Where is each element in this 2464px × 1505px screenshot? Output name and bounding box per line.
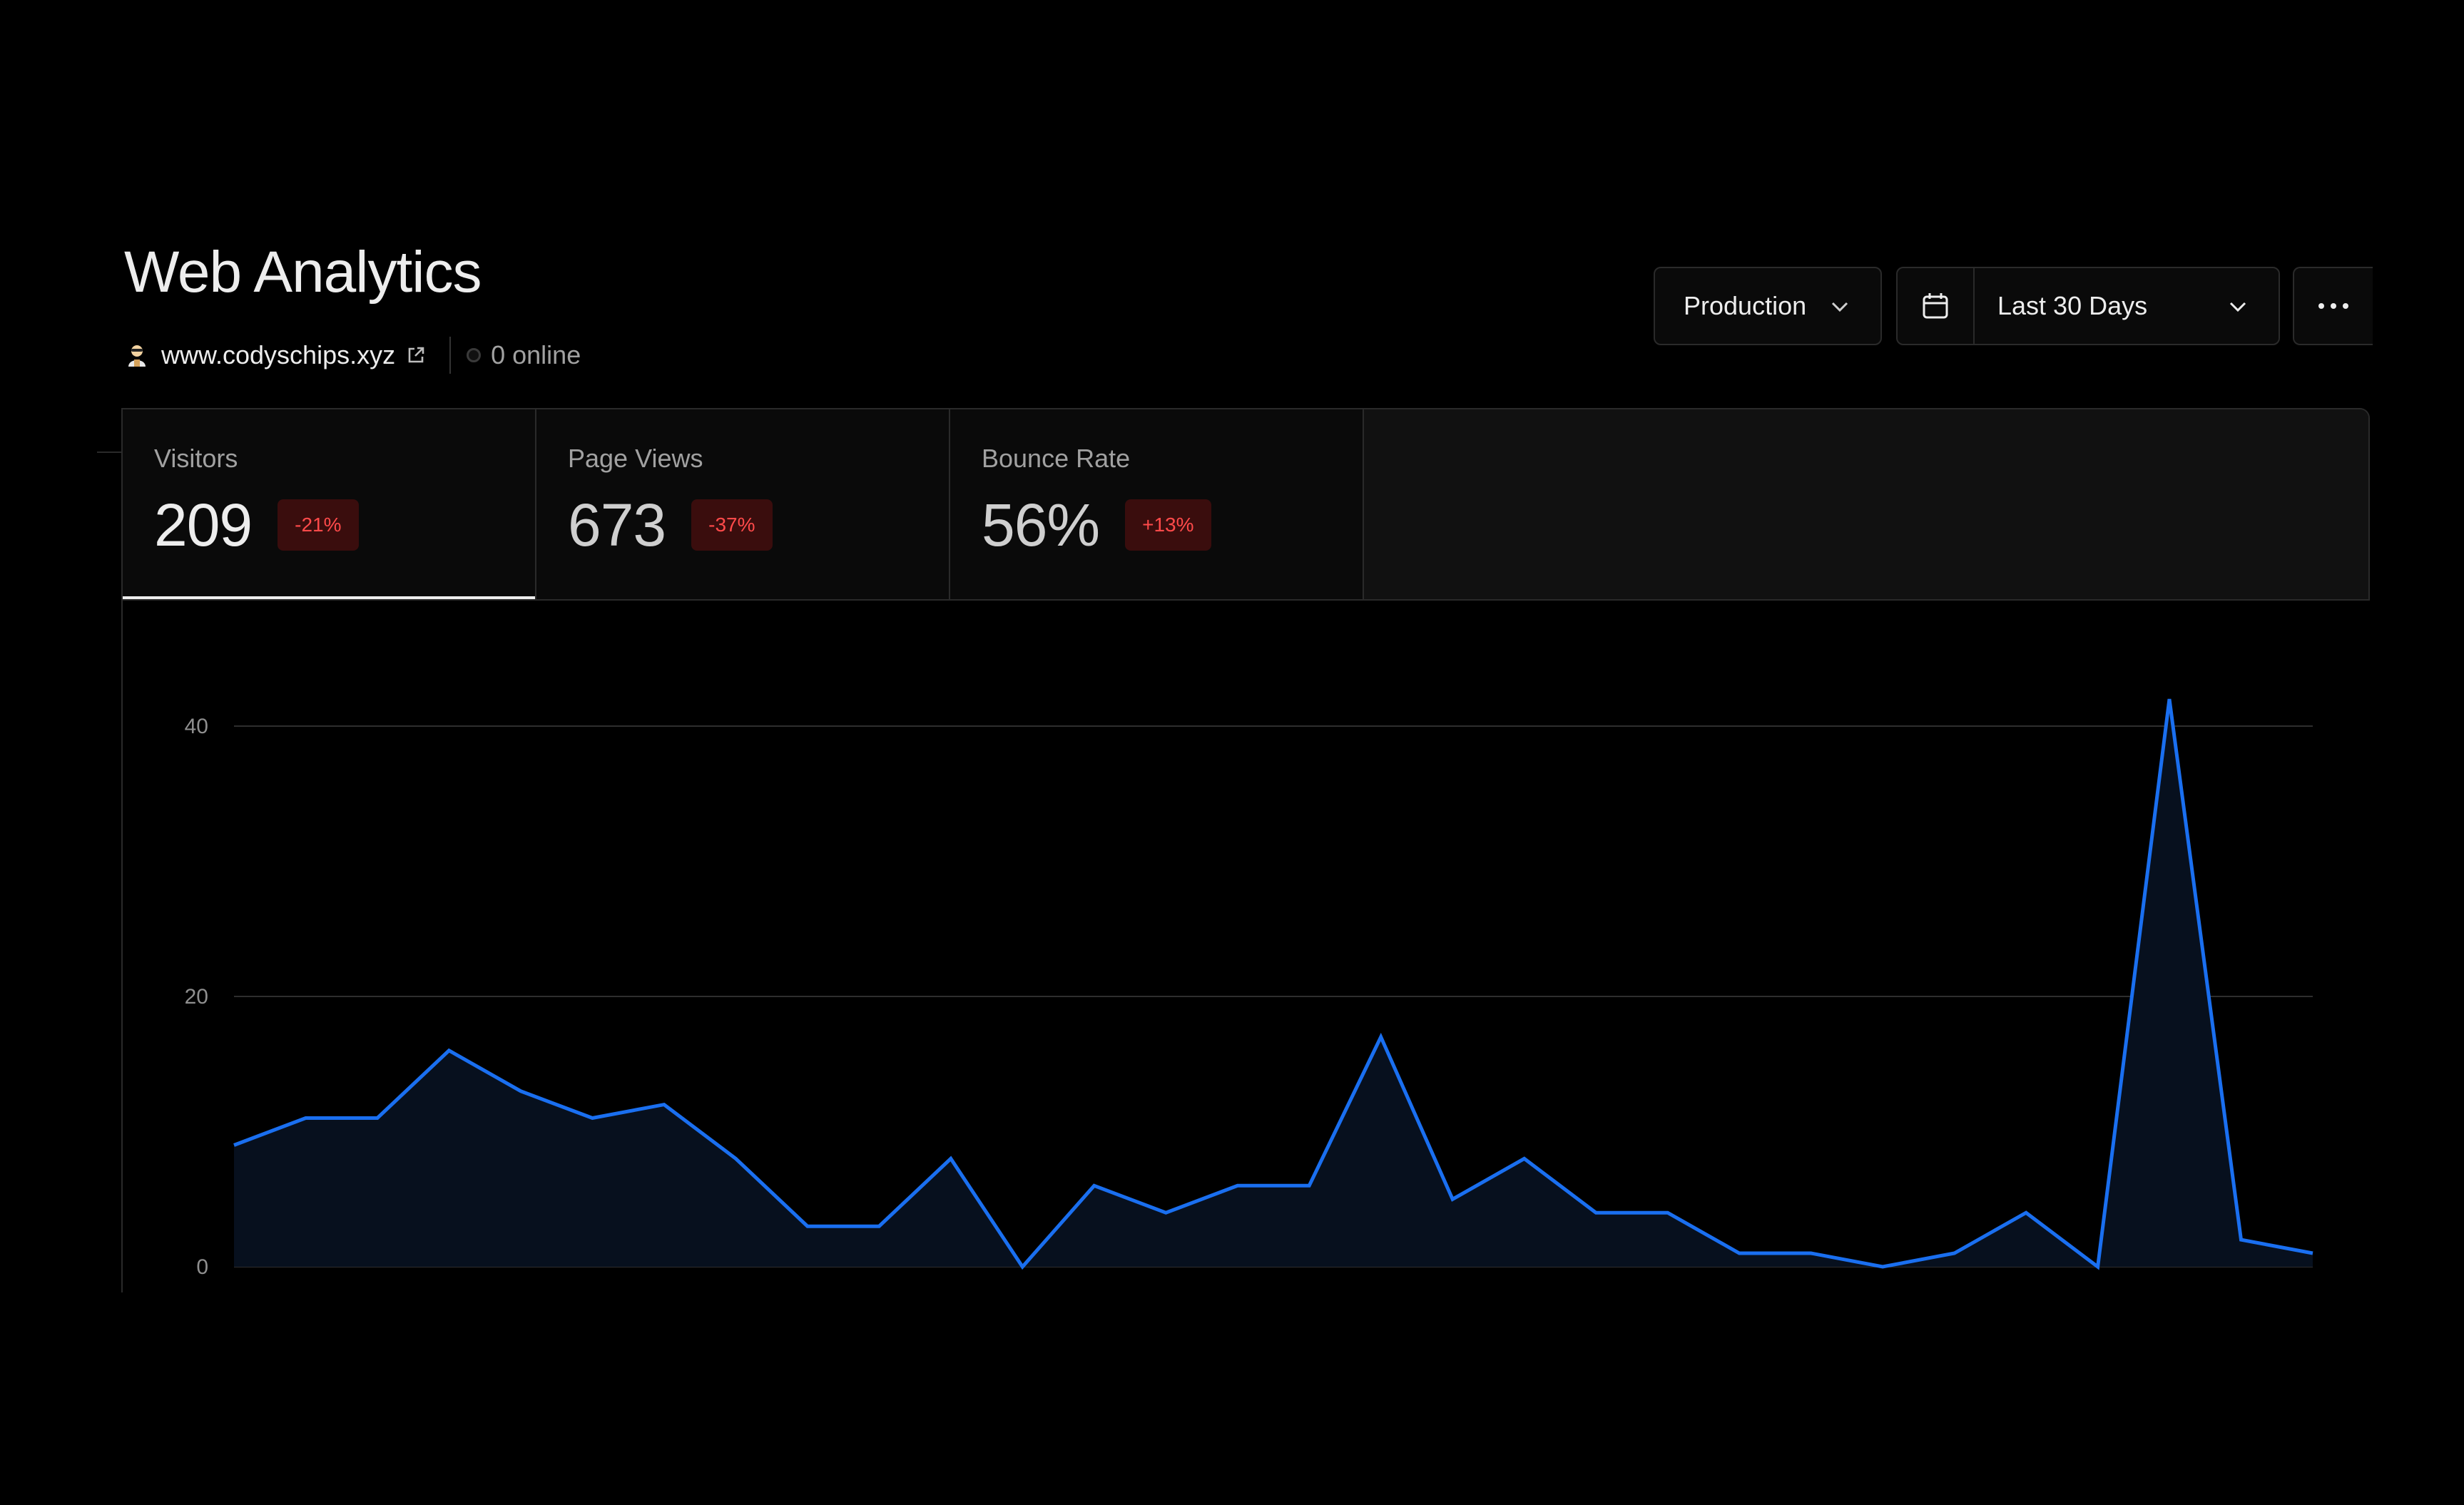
environment-label: Production [1684, 291, 1807, 320]
metric-value: 56% [982, 491, 1100, 558]
tabs-filler [1364, 409, 2368, 599]
metric-tabs: Visitors 209 -21% Page Views 673 -37% Bo… [123, 408, 2370, 601]
site-link[interactable]: www.codyschips.xyz [161, 340, 396, 369]
more-options-button[interactable] [2293, 267, 2373, 345]
online-status-icon [467, 348, 482, 362]
environment-select[interactable]: Production [1654, 267, 1882, 345]
metric-value: 209 [154, 491, 253, 558]
tab-label: Visitors [154, 444, 238, 473]
tab-page-views[interactable]: Page Views 673 -37% [536, 409, 950, 599]
date-range-select[interactable]: Last 30 Days [1896, 267, 2280, 345]
analytics-panel: Visitors 209 -21% Page Views 673 -37% Bo… [121, 408, 2370, 1292]
site-avatar-icon [128, 345, 146, 367]
tab-label: Page Views [568, 444, 703, 473]
date-range-label: Last 30 Days [1997, 291, 2148, 320]
site-info-row: www.codyschips.xyz 0 online [124, 337, 581, 374]
tab-visitors[interactable]: Visitors 209 -21% [123, 409, 536, 599]
tab-label: Bounce Rate [982, 444, 1131, 473]
calendar-button[interactable] [1898, 268, 1975, 344]
chevron-down-icon [1831, 302, 1848, 312]
chevron-down-icon [2229, 302, 2246, 312]
metric-value: 673 [568, 491, 666, 558]
calendar-icon [1923, 293, 1948, 319]
change-badge: +13% [1125, 499, 1211, 551]
change-badge: -21% [278, 499, 359, 551]
more-icon [2318, 303, 2348, 309]
online-count: 0 online [491, 340, 581, 369]
divider [97, 452, 121, 453]
change-badge: -37% [691, 499, 773, 551]
divider [449, 337, 452, 374]
tab-bounce-rate[interactable]: Bounce Rate 56% +13% [950, 409, 1364, 599]
page-title: Web Analytics [124, 240, 482, 305]
external-link-icon[interactable] [405, 345, 427, 366]
